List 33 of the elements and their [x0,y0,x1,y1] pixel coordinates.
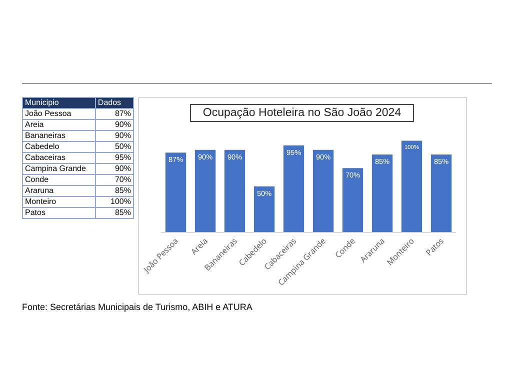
text: 70% [114,175,131,184]
category-label: Areia [25,120,44,129]
text: 90% [114,164,131,173]
category-label: Campina Grande [25,164,86,173]
text: Municipio [22,98,96,108]
data-label: 95% [286,148,302,157]
data-label: 70% [345,170,361,180]
category-label: Araruna [25,186,54,195]
category-label: João Pessoa [25,109,72,118]
text: 87% [114,109,131,118]
text: 90% [114,120,131,129]
text: 85% [114,186,131,195]
text: 95% [114,153,131,162]
data-label: 85% [434,156,450,166]
data-label: 90% [198,152,214,162]
data-label: 50% [256,188,272,198]
text: 50% [114,142,131,151]
category-label: Conde [25,175,49,184]
category-label: Cabedelo [25,142,60,151]
chart-title: Ocupação Hoteleira no São João 2024 [190,104,414,122]
category-label: Monteiro [25,197,56,206]
text: Dados [95,98,134,108]
source-note: Fonte: Secretárias Municipais de Turismo, ABIH e ATURA [22,302,252,312]
category-label: Bananeiras [25,131,66,140]
data-label: 90% [227,152,243,162]
data-label: 85% [374,156,390,166]
category-label: Cabaceiras [25,153,66,162]
text: 100% [110,197,131,206]
text: 90% [114,131,131,140]
text: 85% [114,208,131,217]
data-label: 87% [168,155,184,164]
data-label: 90% [316,152,332,162]
category-label: Patos [25,208,46,217]
